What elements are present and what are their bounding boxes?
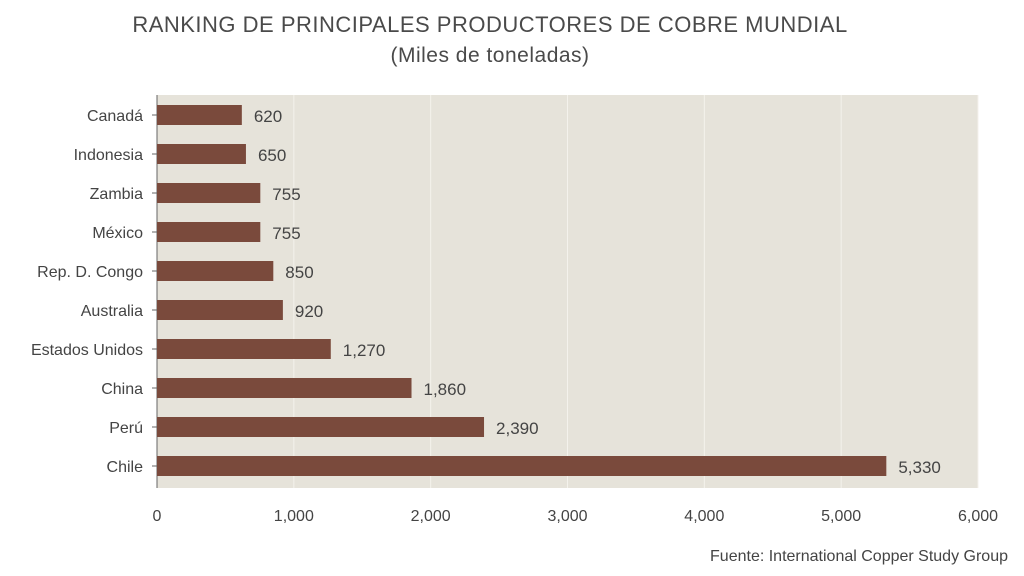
bar <box>157 378 412 398</box>
category-label: Australia <box>81 303 143 320</box>
value-label: 920 <box>295 302 323 321</box>
value-label: 850 <box>285 263 313 282</box>
x-tick-label: 2,000 <box>411 508 451 525</box>
bar <box>157 261 274 281</box>
source-note: Fuente: International Copper Study Group <box>710 548 1008 565</box>
value-label: 755 <box>272 224 300 243</box>
bar <box>157 105 242 125</box>
x-tick-label: 3,000 <box>547 508 587 525</box>
category-label: Rep. D. Congo <box>37 264 143 281</box>
value-label: 1,270 <box>343 341 386 360</box>
bar <box>157 300 283 320</box>
x-tick-label: 0 <box>153 508 162 525</box>
value-label: 650 <box>258 146 286 165</box>
value-label: 5,330 <box>898 458 941 477</box>
value-label: 755 <box>272 185 300 204</box>
value-label: 1,860 <box>424 380 467 399</box>
bar <box>157 222 261 242</box>
value-label: 620 <box>254 107 282 126</box>
value-label: 2,390 <box>496 419 539 438</box>
bar <box>157 339 331 359</box>
category-label: Chile <box>107 459 144 476</box>
category-label: Estados Unidos <box>31 342 143 359</box>
bar <box>157 456 887 476</box>
x-tick-label: 1,000 <box>274 508 314 525</box>
category-label: China <box>101 381 143 398</box>
chart-subtitle: (Miles de toneladas) <box>390 44 590 67</box>
category-label: Indonesia <box>74 147 143 164</box>
category-label: Canadá <box>87 108 143 125</box>
category-label: México <box>92 225 143 242</box>
x-tick-label: 4,000 <box>684 508 724 525</box>
chart-title: RANKING DE PRINCIPALES PRODUCTORES DE CO… <box>132 12 848 37</box>
bar <box>157 417 485 437</box>
x-tick-label: 6,000 <box>958 508 998 525</box>
category-label: Perú <box>109 420 143 437</box>
x-tick-label: 5,000 <box>821 508 861 525</box>
category-label: Zambia <box>90 186 143 203</box>
bar <box>157 183 261 203</box>
bar <box>157 144 246 164</box>
